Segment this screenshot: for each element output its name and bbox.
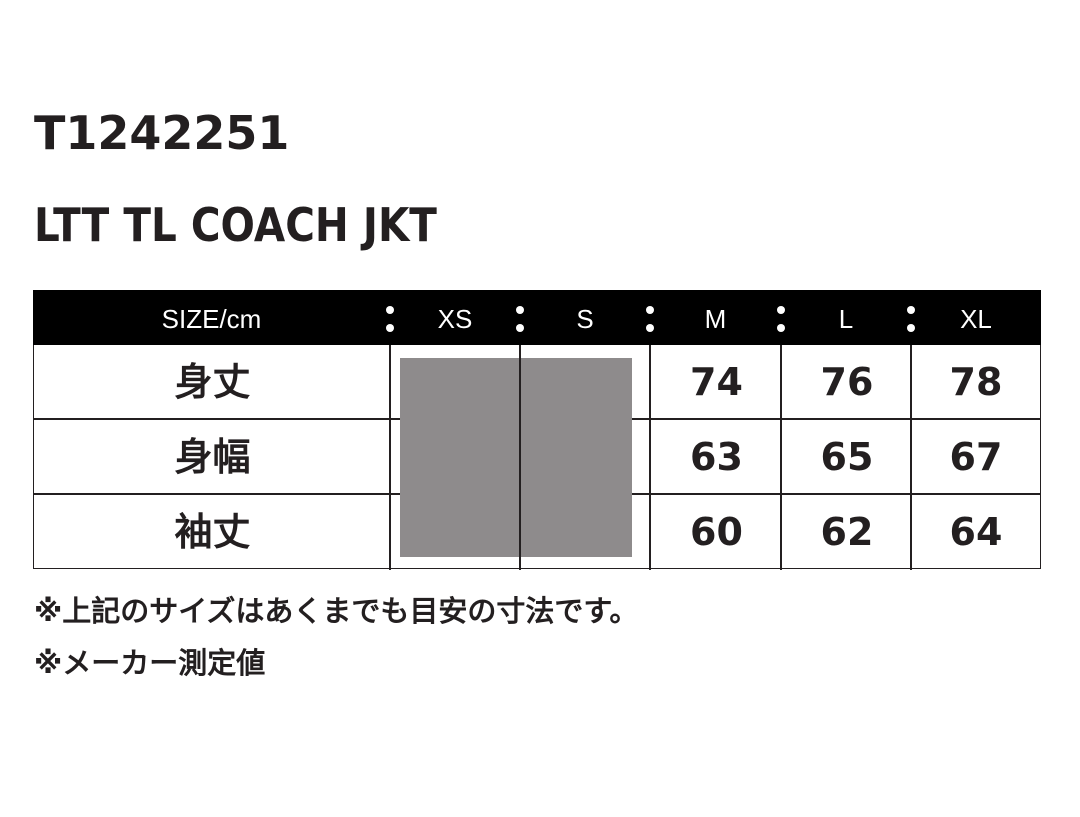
- colon-separator: [777, 304, 785, 334]
- column-divider: [910, 345, 912, 570]
- column-divider: [649, 345, 651, 570]
- colon-separator: [907, 304, 915, 334]
- colon-separator: [386, 304, 394, 334]
- row-label: 身丈: [174, 360, 251, 404]
- note-approximate: ※上記のサイズはあくまでも目安の寸法です。: [34, 594, 639, 628]
- unavailable-sizes-block: [400, 358, 632, 557]
- row-label: 袖丈: [174, 510, 251, 554]
- row-label: 身幅: [174, 435, 251, 479]
- header-size-unit: SIZE/cm: [161, 304, 262, 334]
- header-size-s: S: [576, 304, 594, 334]
- value-xl: 67: [949, 435, 1003, 479]
- header-size-xl: XL: [960, 304, 992, 334]
- colon-separator: [646, 304, 654, 334]
- value-xl: 78: [949, 360, 1003, 404]
- value-m: 63: [690, 435, 743, 479]
- size-table: SIZE/cm XS S M L XL 身丈 74 76 78 身幅 63 65…: [33, 290, 1041, 570]
- product-name: LTT TL COACH JKT: [34, 198, 437, 252]
- value-xl: 64: [949, 510, 1003, 554]
- table-header: SIZE/cm XS S M L XL: [33, 290, 1041, 345]
- colon-separator: [516, 304, 524, 334]
- value-l: 62: [820, 510, 874, 554]
- value-m: 74: [690, 360, 743, 404]
- value-l: 76: [820, 360, 874, 404]
- note-maker-measured: ※メーカー測定値: [34, 646, 266, 680]
- table-row: 袖丈 60 62 64: [34, 495, 1040, 570]
- value-m: 60: [690, 510, 743, 554]
- column-divider: [519, 345, 521, 570]
- column-divider: [389, 345, 391, 570]
- column-divider: [780, 345, 782, 570]
- header-size-l: L: [838, 304, 854, 334]
- header-size-xs: XS: [437, 304, 473, 334]
- header-size-m: M: [704, 304, 727, 334]
- value-l: 65: [820, 435, 874, 479]
- product-code: T1242251: [34, 106, 290, 160]
